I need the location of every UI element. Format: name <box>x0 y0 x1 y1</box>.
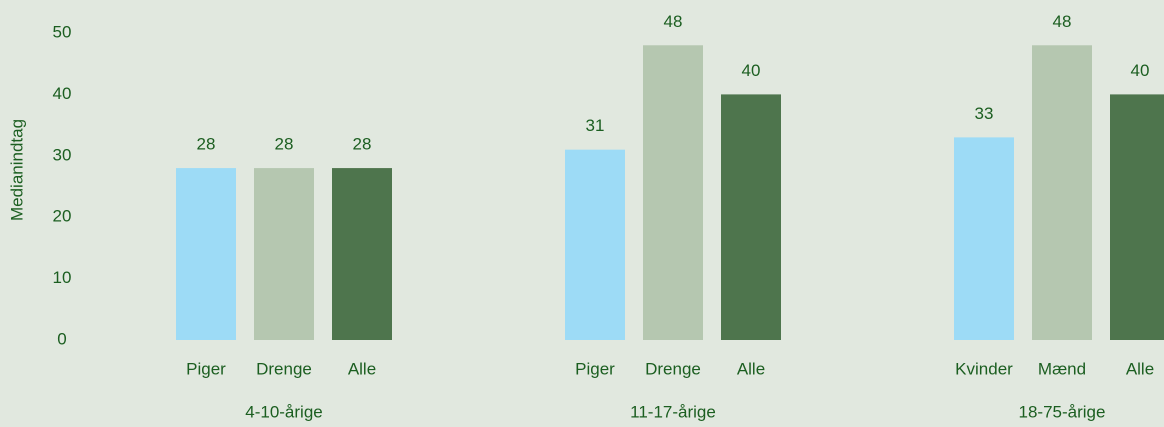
bar <box>954 137 1014 340</box>
x-tick-label: Alle <box>348 359 376 378</box>
bar <box>332 168 392 340</box>
bar <box>643 45 703 340</box>
value-label: 48 <box>664 12 683 31</box>
bar <box>176 168 236 340</box>
value-label: 33 <box>975 104 994 123</box>
y-tick-label: 30 <box>53 145 72 164</box>
group-label: 18-75-årige <box>1019 402 1106 421</box>
bar <box>1110 94 1164 341</box>
y-tick-label: 50 <box>53 22 72 41</box>
value-label: 28 <box>275 135 294 154</box>
y-tick-label: 40 <box>53 84 72 103</box>
y-tick-label: 10 <box>53 268 72 287</box>
y-tick-label: 20 <box>53 207 72 226</box>
x-tick-label: Piger <box>575 359 615 378</box>
x-tick-label: Drenge <box>645 359 701 378</box>
x-tick-label: Drenge <box>256 359 312 378</box>
bar <box>1032 45 1092 340</box>
x-tick-label: Kvinder <box>955 359 1013 378</box>
y-tick-label: 0 <box>57 329 66 348</box>
group-label: 11-17-årige <box>630 402 716 421</box>
group-label: 4-10-årige <box>245 402 323 421</box>
value-label: 48 <box>1053 12 1072 31</box>
x-tick-label: Mænd <box>1038 359 1086 378</box>
value-label: 28 <box>197 135 216 154</box>
value-label: 28 <box>353 135 372 154</box>
value-label: 31 <box>586 116 605 135</box>
value-label: 40 <box>742 61 761 80</box>
y-axis-label: Medianindtag <box>7 119 26 221</box>
bar <box>721 94 781 341</box>
bar <box>565 149 625 340</box>
x-tick-label: Alle <box>1126 359 1154 378</box>
bar <box>254 168 314 340</box>
x-tick-label: Alle <box>737 359 765 378</box>
x-tick-label: Piger <box>186 359 226 378</box>
value-label: 40 <box>1131 61 1150 80</box>
